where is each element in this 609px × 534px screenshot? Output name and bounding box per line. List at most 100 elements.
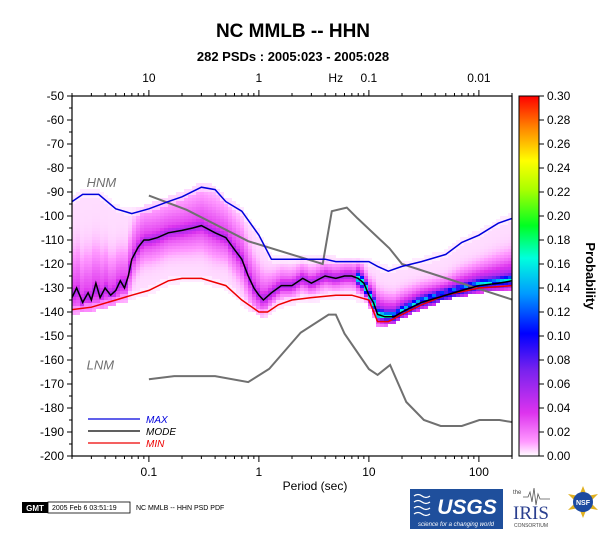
density-cell [132, 210, 136, 213]
density-cell [416, 285, 420, 288]
density-cell [472, 264, 476, 267]
density-cell [316, 255, 320, 258]
density-cell [200, 201, 204, 204]
density-cell [148, 264, 152, 267]
density-cell [388, 306, 392, 309]
usgs-name: USGS [437, 496, 497, 519]
density-cell [116, 282, 120, 285]
density-cell [280, 261, 284, 264]
density-cell [260, 276, 264, 279]
density-cell [276, 291, 280, 294]
density-cell [124, 294, 128, 297]
density-cell [396, 264, 400, 267]
density-cell [396, 306, 400, 309]
density-cell [224, 240, 228, 243]
density-cell [148, 252, 152, 255]
density-cell [220, 267, 224, 270]
density-cell [244, 297, 248, 300]
density-cell [204, 207, 208, 210]
density-cell [260, 312, 264, 315]
density-cell [88, 255, 92, 258]
density-cell [84, 267, 88, 270]
density-cell [444, 270, 448, 273]
density-cell [100, 222, 104, 225]
density-cell [240, 243, 244, 246]
density-cell [200, 234, 204, 237]
density-cell [112, 228, 116, 231]
density-cell [288, 285, 292, 288]
density-cell [112, 294, 116, 297]
density-cell [188, 204, 192, 207]
density-cell [116, 234, 120, 237]
density-cell [472, 252, 476, 255]
density-cell [216, 231, 220, 234]
density-cell [424, 303, 428, 306]
density-cell [492, 276, 496, 279]
density-cell [80, 204, 84, 207]
density-cell [376, 315, 380, 318]
density-cell [304, 264, 308, 267]
density-cell [264, 312, 268, 315]
density-cell [492, 222, 496, 225]
density-cell [424, 288, 428, 291]
density-cell [264, 282, 268, 285]
density-cell [212, 246, 216, 249]
density-cell [424, 264, 428, 267]
density-cell [268, 270, 272, 273]
density-cell [504, 228, 508, 231]
density-cell [452, 282, 456, 285]
density-cell [364, 294, 368, 297]
density-cell [92, 258, 96, 261]
density-cell [72, 222, 76, 225]
density-cell [192, 240, 196, 243]
density-cell [312, 279, 316, 282]
density-cell [208, 183, 212, 186]
density-cell [496, 234, 500, 237]
density-cell [196, 279, 200, 282]
density-cell [132, 228, 136, 231]
density-cell [76, 231, 80, 234]
density-cell [88, 303, 92, 306]
density-cell [232, 249, 236, 252]
density-cell [260, 267, 264, 270]
density-cell [236, 291, 240, 294]
density-cell [344, 282, 348, 285]
density-cell [312, 297, 316, 300]
density-cell [284, 285, 288, 288]
density-cell [220, 213, 224, 216]
density-cell [96, 255, 100, 258]
density-cell [192, 273, 196, 276]
density-cell [344, 297, 348, 300]
density-cell [328, 285, 332, 288]
density-cell [496, 237, 500, 240]
density-cell [92, 219, 96, 222]
density-cell [292, 267, 296, 270]
density-cell [160, 285, 164, 288]
density-cell [504, 243, 508, 246]
density-cell [124, 243, 128, 246]
density-cell [256, 282, 260, 285]
density-cell [468, 240, 472, 243]
density-cell [188, 252, 192, 255]
density-cell [80, 213, 84, 216]
density-cell [392, 288, 396, 291]
y-tick-label: -50 [47, 89, 65, 103]
density-cell [464, 237, 468, 240]
density-cell [96, 273, 100, 276]
density-cell [272, 303, 276, 306]
density-cell [328, 261, 332, 264]
density-cell [136, 273, 140, 276]
density-cell [128, 249, 132, 252]
density-cell [92, 279, 96, 282]
density-cell [436, 282, 440, 285]
density-cell [120, 270, 124, 273]
density-cell [136, 258, 140, 261]
density-cell [264, 315, 268, 318]
density-cell [252, 237, 256, 240]
density-cell [392, 303, 396, 306]
density-cell [240, 279, 244, 282]
density-cell [280, 297, 284, 300]
density-cell [196, 270, 200, 273]
density-cell [220, 249, 224, 252]
density-cell [160, 231, 164, 234]
